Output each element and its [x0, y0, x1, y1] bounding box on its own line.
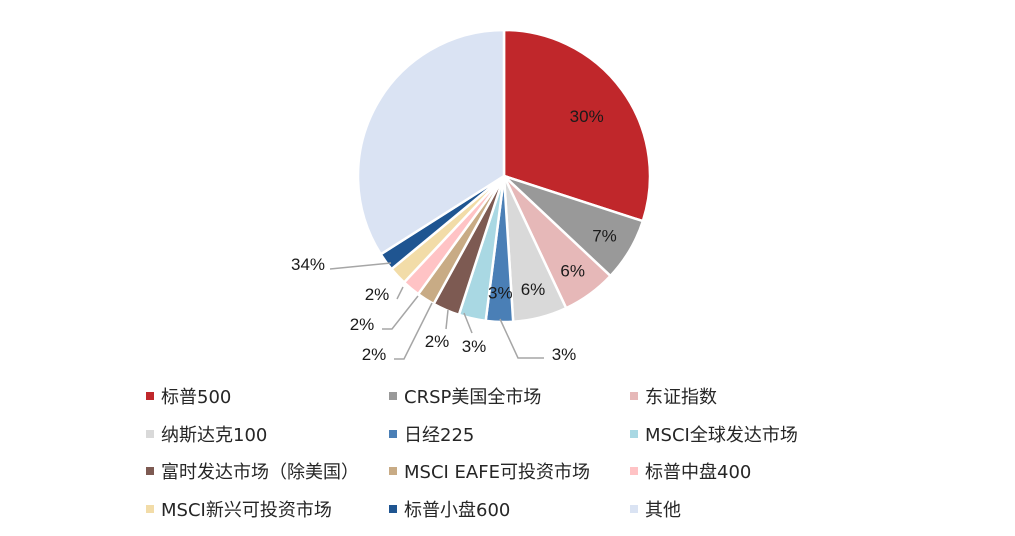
legend-item: 纳斯达克100: [146, 421, 267, 447]
slice-percent-label: 3%: [488, 284, 513, 303]
legend-label: 东证指数: [645, 387, 717, 408]
pie-slice: [356, 28, 506, 256]
legend-swatch: [146, 430, 154, 438]
legend-label: 日经225: [404, 425, 475, 446]
legend-swatch: [389, 430, 397, 438]
legend-label: 标普500: [161, 387, 232, 408]
slice-percent-label: 2%: [362, 345, 387, 364]
leader-line: [382, 295, 419, 330]
legend-swatch: [146, 392, 154, 400]
legend-label: 标普中盘400: [645, 462, 752, 483]
legend-label: MSCI EAFE可投资市场: [404, 462, 590, 483]
legend-swatch: [630, 430, 638, 438]
legend-item: 东证指数: [630, 383, 717, 409]
slice-labels: 30% 7% 6% 6% 3% 3% 3% 2% 2% 2% 2% 34%: [291, 107, 617, 364]
legend-label: 其他: [645, 500, 681, 521]
leader-line: [463, 312, 473, 334]
legend-item: MSCI新兴可投资市场: [146, 496, 332, 522]
legend-swatch: [389, 467, 397, 475]
leader-lines: [329, 262, 544, 360]
legend-swatch: [146, 467, 154, 475]
legend-item: 日经225: [389, 421, 474, 447]
legend-swatch: [630, 392, 638, 400]
slice-percent-label: 34%: [291, 255, 325, 274]
slice-percent-label: 30%: [570, 107, 604, 126]
slice-percent-label: 3%: [552, 345, 577, 364]
legend-item: 标普小盘600: [389, 496, 510, 522]
leader-line: [394, 302, 433, 360]
legend-swatch: [146, 505, 154, 513]
legend-item: MSCI全球发达市场: [630, 421, 798, 447]
legend-item: 其他: [630, 496, 681, 522]
legend-label: 标普小盘600: [404, 500, 511, 521]
legend-label: 富时发达市场（除美国）: [161, 462, 359, 483]
slice-percent-label: 6%: [560, 262, 585, 281]
pie-slice: [502, 28, 652, 223]
slice-percent-label: 2%: [365, 285, 390, 304]
leader-line: [445, 309, 449, 330]
legend-swatch: [630, 505, 638, 513]
slice-percent-label: 2%: [350, 315, 375, 334]
slice-percent-label: 6%: [521, 280, 546, 299]
legend-label: 纳斯达克100: [161, 425, 268, 446]
leader-line: [396, 286, 404, 300]
legend-item: 富时发达市场（除美国）: [146, 458, 359, 484]
slice-percent-label: 7%: [592, 227, 617, 246]
pie-slices: [356, 28, 652, 324]
legend-swatch: [389, 505, 397, 513]
legend-label: MSCI全球发达市场: [645, 425, 798, 446]
legend-swatch: [630, 467, 638, 475]
legend-item: CRSP美国全市场: [389, 383, 541, 409]
slice-percent-label: 3%: [462, 337, 487, 356]
legend-label: MSCI新兴可投资市场: [161, 500, 332, 521]
leader-line: [329, 262, 392, 270]
legend-swatch: [389, 392, 397, 400]
legend-label: CRSP美国全市场: [404, 387, 542, 408]
leader-line: [499, 318, 544, 359]
legend-item: 标普中盘400: [630, 458, 751, 484]
slice-percent-label: 2%: [425, 332, 450, 351]
legend-item: 标普500: [146, 383, 231, 409]
legend-item: MSCI EAFE可投资市场: [389, 458, 590, 484]
